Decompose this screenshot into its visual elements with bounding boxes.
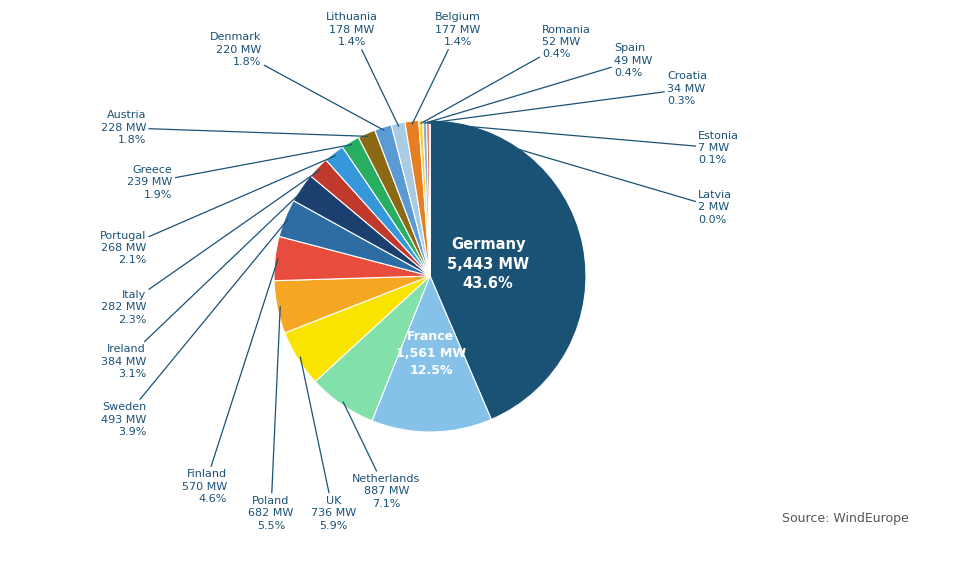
- Text: Greece
239 MW
1.9%: Greece 239 MW 1.9%: [127, 144, 352, 200]
- Text: UK
736 MW
5.9%: UK 736 MW 5.9%: [300, 357, 356, 530]
- Wedge shape: [419, 120, 430, 276]
- Text: Austria
228 MW
1.8%: Austria 228 MW 1.8%: [101, 110, 367, 145]
- Text: Denmark
220 MW
1.8%: Denmark 220 MW 1.8%: [210, 33, 384, 130]
- Text: Latvia
2 MW
0.0%: Latvia 2 MW 0.0%: [430, 123, 733, 225]
- Text: Poland
682 MW
5.5%: Poland 682 MW 5.5%: [248, 307, 293, 530]
- Wedge shape: [284, 276, 430, 381]
- Wedge shape: [275, 276, 430, 333]
- Text: Romania
52 MW
0.4%: Romania 52 MW 0.4%: [421, 25, 591, 123]
- Text: Spain
49 MW
0.4%: Spain 49 MW 0.4%: [425, 43, 653, 123]
- Text: Estonia
7 MW
0.1%: Estonia 7 MW 0.1%: [430, 123, 740, 166]
- Wedge shape: [311, 160, 430, 276]
- Wedge shape: [316, 276, 430, 421]
- Wedge shape: [359, 130, 430, 276]
- Wedge shape: [372, 276, 491, 432]
- Text: Finland
570 MW
4.6%: Finland 570 MW 4.6%: [182, 259, 278, 504]
- Text: Belgium
177 MW
1.4%: Belgium 177 MW 1.4%: [412, 12, 481, 124]
- Wedge shape: [404, 120, 430, 276]
- Wedge shape: [423, 120, 430, 276]
- Text: Germany
5,443 MW
43.6%: Germany 5,443 MW 43.6%: [447, 237, 530, 291]
- Text: Lithuania
178 MW
1.4%: Lithuania 178 MW 1.4%: [326, 12, 399, 126]
- Text: Sweden
493 MW
3.9%: Sweden 493 MW 3.9%: [101, 219, 288, 437]
- Wedge shape: [274, 236, 430, 281]
- Wedge shape: [427, 120, 430, 276]
- Text: France
1,561 MW
12.5%: France 1,561 MW 12.5%: [396, 331, 466, 377]
- Wedge shape: [391, 122, 430, 276]
- Text: Netherlands
887 MW
7.1%: Netherlands 887 MW 7.1%: [343, 402, 420, 509]
- Wedge shape: [279, 200, 430, 276]
- Wedge shape: [430, 120, 586, 420]
- Text: Portugal
268 MW
2.1%: Portugal 268 MW 2.1%: [100, 155, 336, 266]
- Wedge shape: [375, 125, 430, 276]
- Text: Ireland
384 MW
3.1%: Ireland 384 MW 3.1%: [101, 190, 304, 379]
- Text: Source: WindEurope: Source: WindEurope: [782, 512, 909, 525]
- Wedge shape: [325, 147, 430, 276]
- Text: Italy
282 MW
2.3%: Italy 282 MW 2.3%: [101, 170, 320, 324]
- Wedge shape: [293, 176, 430, 276]
- Text: Croatia
34 MW
0.3%: Croatia 34 MW 0.3%: [428, 71, 707, 123]
- Wedge shape: [342, 138, 430, 276]
